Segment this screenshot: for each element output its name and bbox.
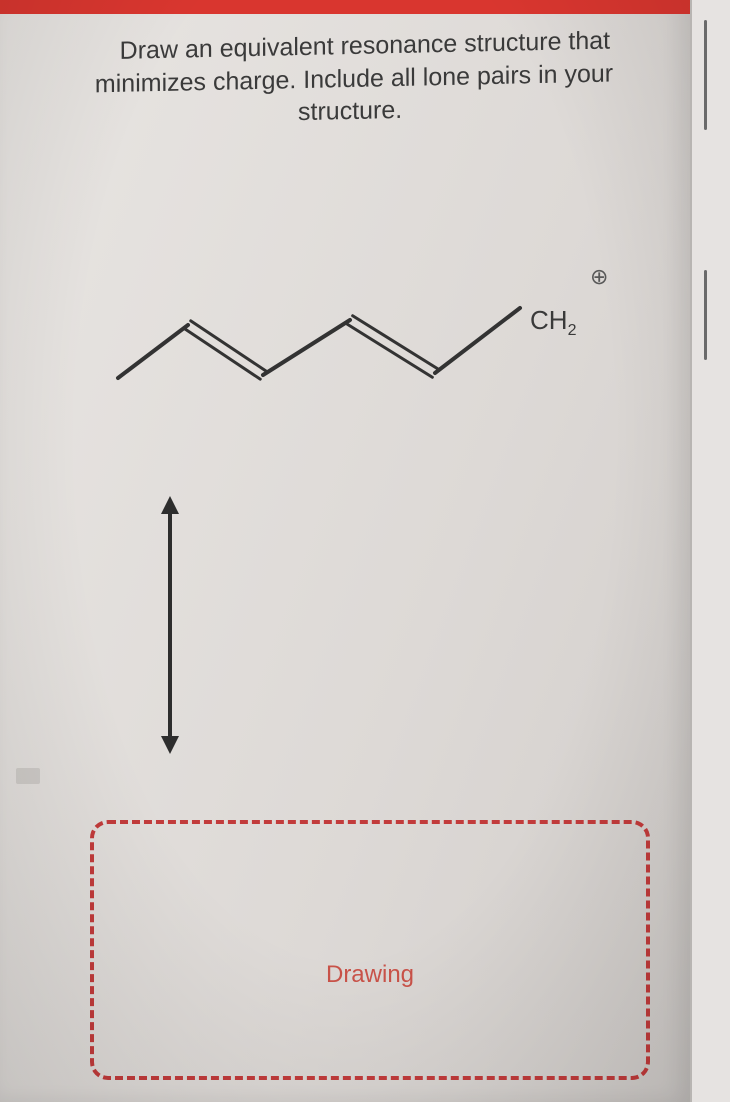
- molecule-structure: CH2 ⊕: [100, 260, 620, 430]
- drawing-dropzone[interactable]: Drawing: [90, 820, 650, 1080]
- positive-charge-icon: ⊕: [590, 264, 608, 290]
- resonance-double-arrow: [150, 490, 190, 760]
- molecule-svg: [100, 260, 620, 430]
- terminal-group-label: CH2: [530, 305, 576, 340]
- terminal-group-base: CH: [530, 305, 568, 335]
- page-surface: Draw an equivalent resonance structure t…: [0, 0, 690, 1102]
- drawing-placeholder-label: Drawing: [326, 961, 414, 989]
- terminal-group-subscript: 2: [568, 322, 577, 339]
- top-red-bar: [0, 0, 690, 14]
- question-text: Draw an equivalent resonance structure t…: [50, 24, 650, 134]
- right-edge-strip: [690, 0, 730, 1102]
- resonance-arrow-svg: [150, 490, 190, 760]
- left-mark: [16, 768, 40, 784]
